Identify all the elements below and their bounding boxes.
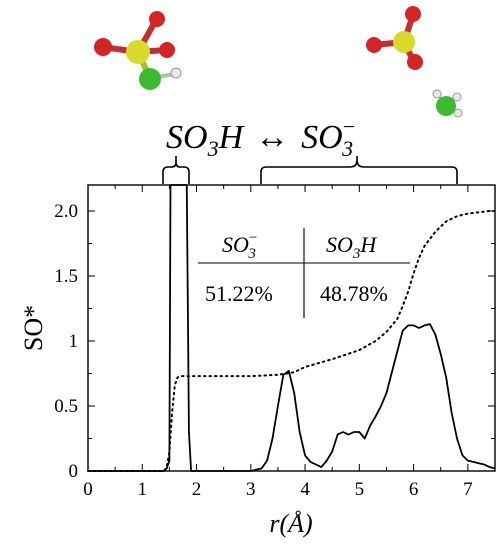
table-header-so3h-sub: 3 [352, 246, 361, 262]
table-header-so3-sub: 3 [247, 246, 256, 262]
y-tick-label: 1.5 [54, 266, 78, 287]
header-equation: SO3H ↔ SO− 3 [166, 114, 355, 161]
hydrogen-atom-icon [170, 67, 182, 79]
percentage-table: SO− 3 SO3H 51.22% 48.78% [198, 228, 410, 318]
hydrogen-atom-icon [453, 108, 463, 118]
x-tick-label: 7 [463, 479, 473, 500]
x-axis-label: r(Å) [269, 509, 312, 538]
plot-area [87, 184, 496, 472]
series-group [87, 184, 496, 472]
oxygen-atom-icon [159, 42, 175, 58]
sulfur-atom-icon [126, 40, 150, 64]
table-header-so3h: SO3H [326, 232, 377, 262]
hydrogen-atom-icon [432, 89, 442, 99]
table-header-so3-sup: − [249, 230, 257, 246]
y-tick-label: 0.5 [54, 396, 78, 417]
bracket-narrow [162, 156, 190, 184]
table-value-so3: 51.22% [205, 281, 273, 306]
sulfur-atom-icon [393, 31, 415, 53]
molecule-so3-icon [366, 6, 463, 118]
series-line-distribution [88, 184, 496, 472]
table-header-so3: SO− 3 [222, 230, 257, 262]
oxygen-atom-icon [149, 11, 165, 27]
header-right-species: SO [301, 119, 343, 156]
y-tick-label: 1 [69, 331, 79, 352]
oxygen-atom-icon [94, 38, 112, 56]
y-tick-labels: 0 0.5 1 1.5 2.0 [54, 201, 78, 482]
hydrogen-atom-icon [452, 92, 462, 102]
x-tick-label: 2 [192, 479, 202, 500]
header-right-subscript: 3 [341, 136, 353, 161]
table-header-so3-name: SO [222, 232, 249, 257]
table-header-so3h-name: SO [326, 232, 353, 257]
chlorine-atom-icon [436, 96, 456, 116]
plot-frame [87, 184, 496, 472]
series-line-cumulative [87, 210, 496, 472]
chlorine-atom-icon [139, 68, 161, 90]
y-tick-label: 0 [69, 461, 79, 482]
table-value-so3h: 48.78% [320, 281, 388, 306]
x-tick-label: 0 [83, 479, 93, 500]
axis-ticks [87, 185, 495, 472]
header-left-tail: H [218, 119, 246, 156]
header-right-superscript: − [343, 114, 355, 139]
x-tick-label: 1 [138, 479, 148, 500]
y-axis-label: SO* [19, 305, 48, 351]
y-tick-label: 2.0 [54, 201, 78, 222]
molecule-so3h-icon [94, 11, 182, 90]
header-left-species: SO [166, 119, 208, 156]
x-tick-labels: 0 1 2 3 4 5 6 7 [83, 479, 472, 500]
x-tick-label: 3 [246, 479, 256, 500]
table-header-so3h-tail: H [359, 232, 377, 257]
oxygen-atom-icon [366, 37, 382, 53]
header-arrow: ↔ [255, 119, 289, 156]
bracket-wide [260, 156, 458, 184]
x-tick-label: 4 [300, 479, 310, 500]
header-left-subscript: 3 [207, 136, 219, 161]
oxygen-atom-icon [405, 6, 421, 22]
x-tick-label: 6 [409, 479, 419, 500]
x-tick-label: 5 [355, 479, 365, 500]
oxygen-atom-icon [407, 54, 423, 70]
